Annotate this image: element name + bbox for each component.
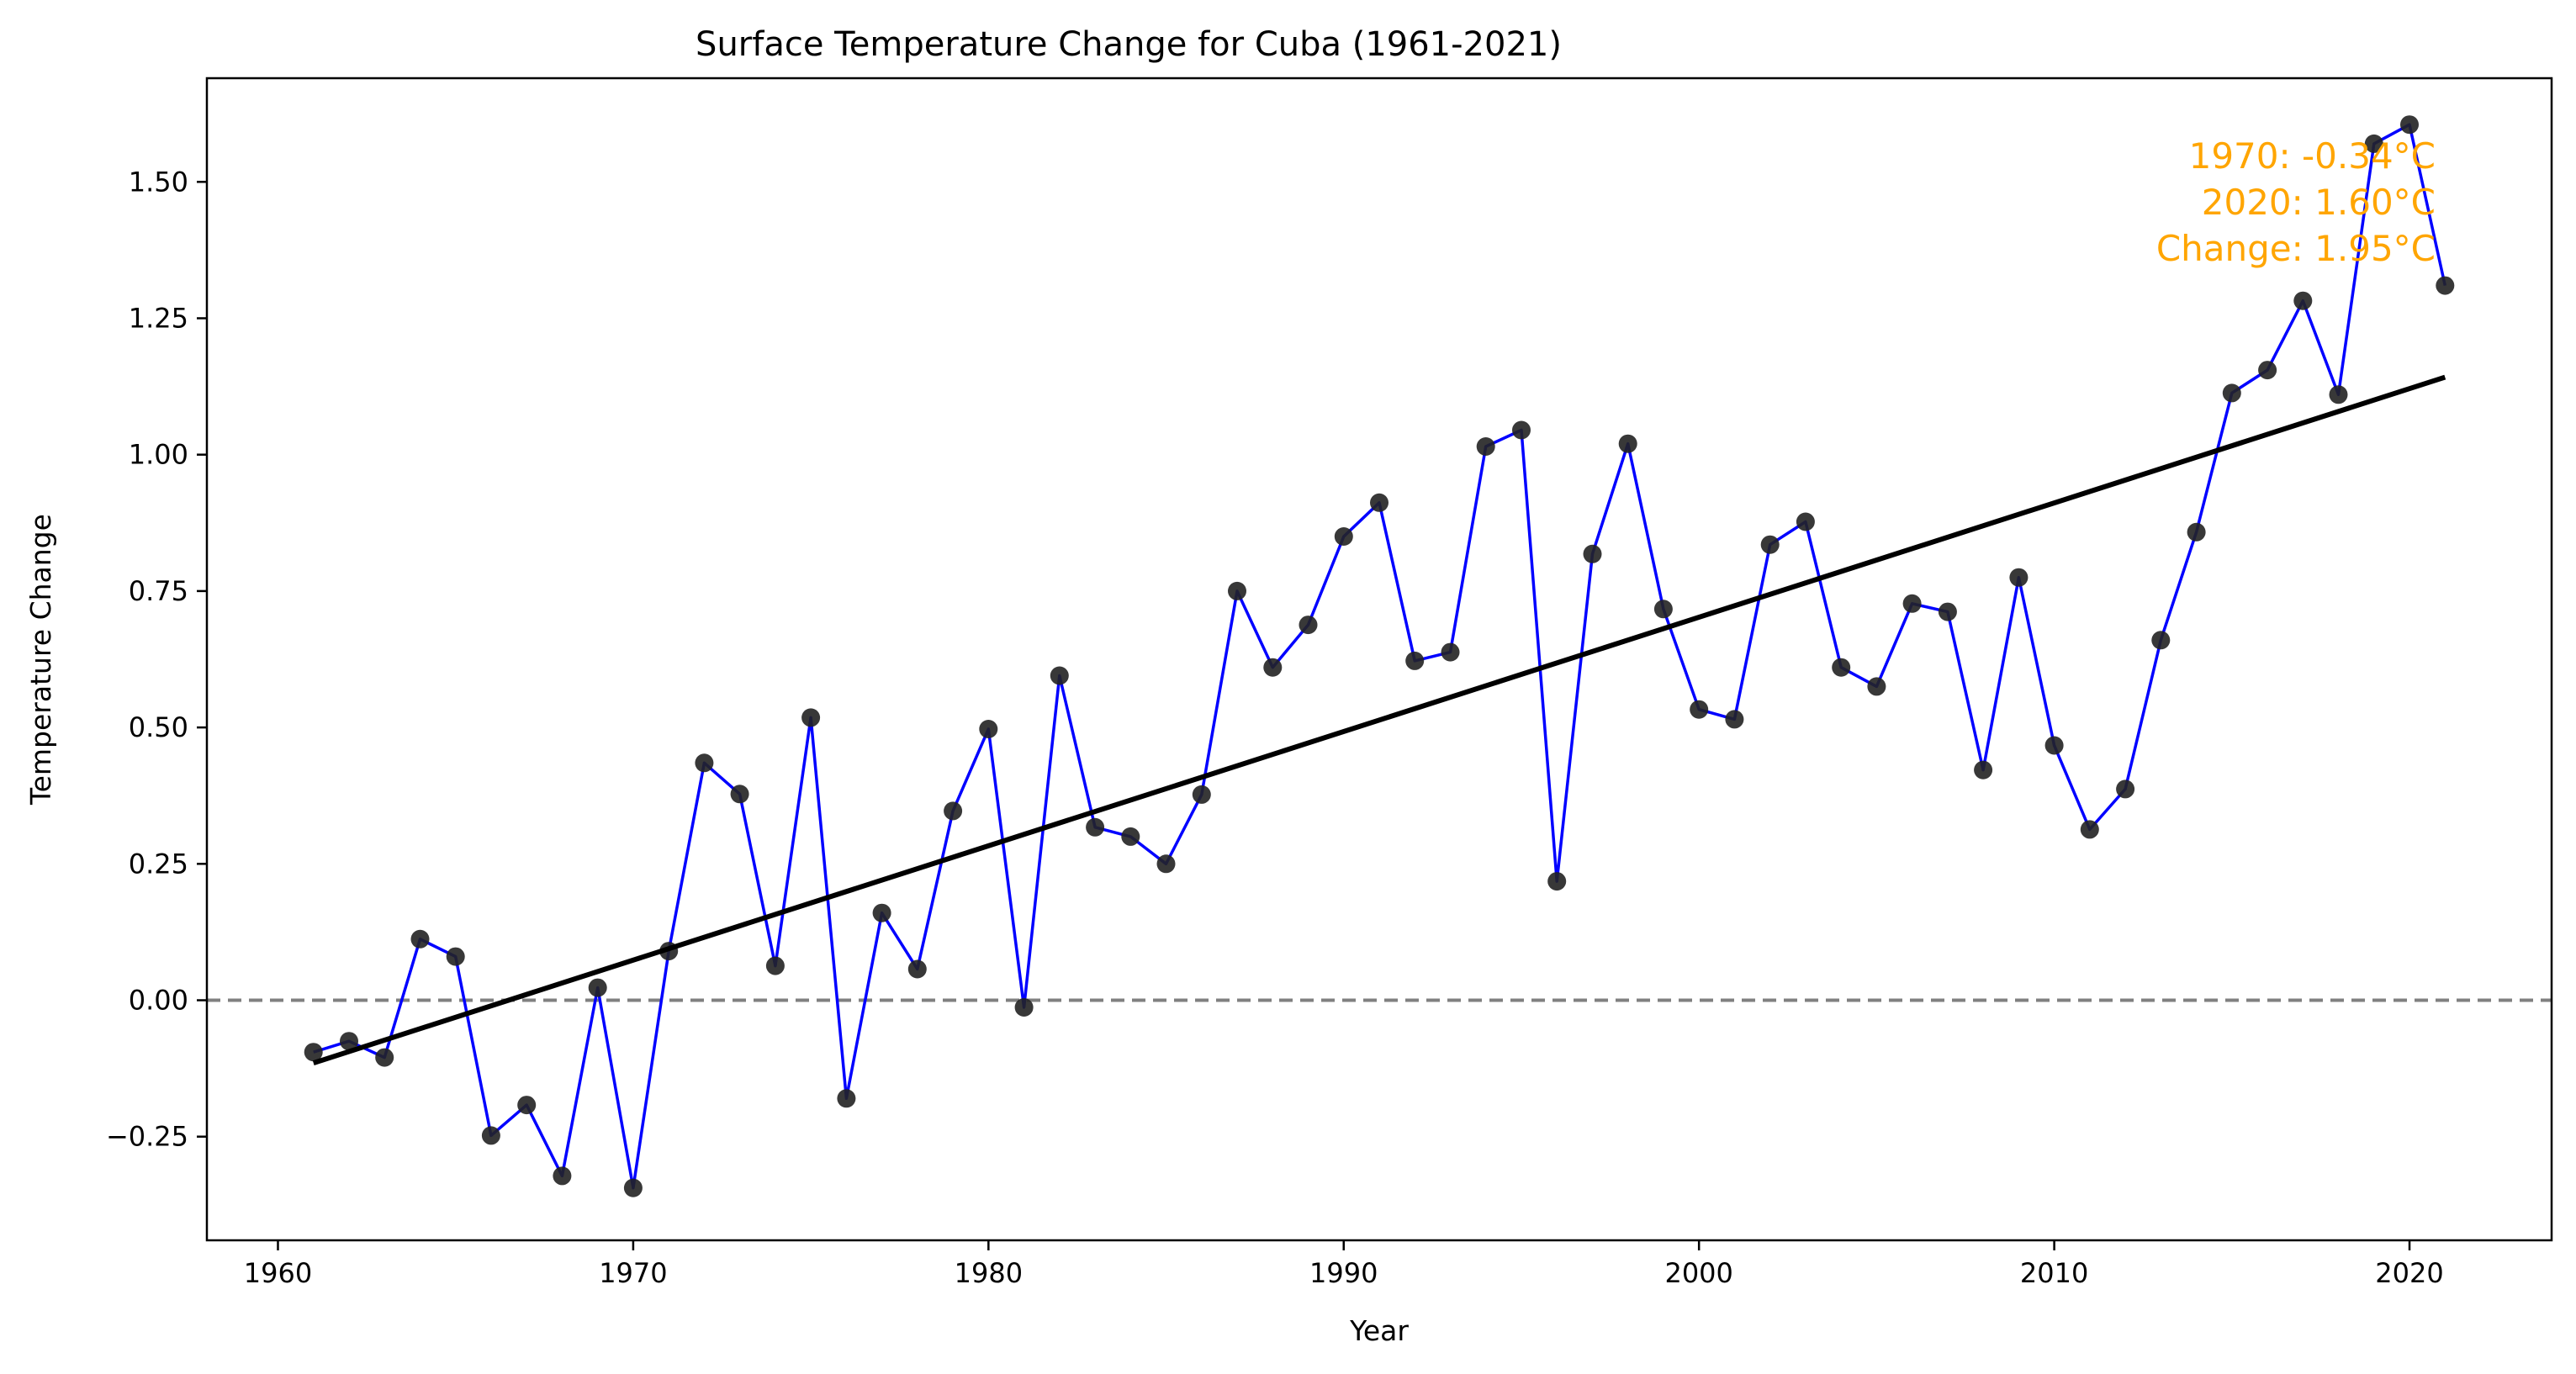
annotation-line-change: Change: 1.95°C — [2156, 228, 2436, 269]
plot-frame — [205, 77, 2553, 1242]
x-tick-label-1960: 1960 — [244, 1257, 312, 1289]
x-tick-label-2010: 2010 — [2020, 1257, 2088, 1289]
annotation-line-1970: 1970: -0.34°C — [2189, 135, 2436, 177]
data-point-2012 — [2116, 779, 2135, 799]
chart-title: Surface Temperature Change for Cuba (196… — [696, 25, 1562, 64]
data-point-2001 — [1725, 710, 1744, 729]
data-point-1979 — [944, 801, 963, 821]
data-point-2010 — [2044, 736, 2064, 755]
data-point-1962 — [340, 1032, 358, 1051]
data-point-2021 — [2436, 276, 2455, 295]
x-tick-label-1980: 1980 — [955, 1257, 1023, 1289]
data-point-1963 — [375, 1048, 394, 1067]
data-point-1977 — [872, 903, 891, 922]
data-point-1973 — [730, 785, 749, 804]
data-point-2004 — [1832, 658, 1851, 677]
data-point-2019 — [2364, 134, 2383, 153]
data-point-1987 — [1228, 581, 1246, 600]
data-point-2005 — [1867, 677, 1886, 696]
data-point-1961 — [304, 1043, 323, 1062]
y-tick-label-−0.25: −0.25 — [106, 1121, 188, 1153]
data-point-2002 — [1760, 535, 1780, 554]
x-tick-label-2000: 2000 — [1664, 1257, 1732, 1289]
data-point-1980 — [979, 720, 998, 738]
y-tick-label-0.75: 0.75 — [129, 575, 188, 607]
data-point-1966 — [481, 1126, 500, 1145]
data-point-1981 — [1014, 998, 1034, 1017]
data-point-2000 — [1690, 700, 1709, 719]
data-point-1993 — [1441, 642, 1460, 662]
data-point-1997 — [1583, 544, 1602, 563]
data-point-2016 — [2258, 361, 2277, 380]
x-axis-label: Year — [1349, 1314, 1409, 1347]
data-point-1999 — [1653, 600, 1673, 619]
data-point-1990 — [1334, 527, 1353, 546]
y-tick-label-1.50: 1.50 — [129, 166, 188, 198]
y-tick-label-1.00: 1.00 — [129, 439, 188, 471]
plot-area — [207, 115, 2552, 1197]
data-point-2020 — [2400, 115, 2419, 135]
data-point-1967 — [517, 1096, 537, 1115]
data-point-1984 — [1121, 827, 1140, 846]
trend-line — [312, 374, 2446, 1065]
x-tick-label-1970: 1970 — [599, 1257, 667, 1289]
data-point-2011 — [2080, 820, 2099, 839]
x-tick-label-1990: 1990 — [1309, 1257, 1378, 1289]
y-axis-label: Temperature Change — [24, 514, 57, 806]
data-point-1965 — [446, 947, 465, 966]
data-point-1994 — [1476, 437, 1495, 456]
data-point-1978 — [907, 959, 927, 979]
data-point-2008 — [1974, 760, 1993, 779]
data-point-1989 — [1299, 616, 1318, 635]
data-point-1968 — [553, 1166, 572, 1186]
data-point-2006 — [1902, 594, 1922, 613]
data-point-1985 — [1156, 854, 1176, 874]
data-point-2003 — [1796, 512, 1815, 531]
data-point-1972 — [695, 753, 714, 773]
stats-annotation: 1970: -0.34°C 2020: 1.60°C Change: 1.95°… — [2156, 135, 2436, 269]
y-tick-label-0.25: 0.25 — [129, 848, 188, 880]
annotation-line-2020: 2020: 1.60°C — [2202, 182, 2436, 223]
data-point-1983 — [1086, 817, 1105, 837]
data-point-1969 — [588, 978, 607, 997]
data-point-1988 — [1263, 658, 1283, 677]
y-tick-label-1.25: 1.25 — [129, 302, 188, 334]
data-point-1970 — [623, 1178, 643, 1197]
x-tick-label-2020: 2020 — [2375, 1257, 2443, 1289]
data-point-1974 — [765, 956, 785, 975]
data-point-1964 — [410, 929, 430, 949]
data-point-1995 — [1512, 420, 1531, 440]
y-tick-label-0.00: 0.00 — [129, 985, 188, 1017]
data-point-2009 — [2009, 568, 2029, 587]
data-point-2007 — [1938, 602, 1957, 621]
data-point-1976 — [837, 1089, 856, 1108]
data-point-1982 — [1050, 666, 1069, 685]
data-point-1991 — [1370, 493, 1389, 512]
data-point-2015 — [2222, 383, 2241, 403]
data-point-2014 — [2187, 522, 2206, 542]
data-point-2018 — [2329, 385, 2348, 404]
axes-ticks: 1960 1970 1980 1990 2000 2010 2020 −0.25 0.00 0.2… — [106, 166, 2444, 1289]
y-tick-label-0.50: 0.50 — [129, 711, 188, 743]
data-point-1986 — [1192, 785, 1211, 804]
data-point-1975 — [801, 708, 821, 727]
data-point-1992 — [1405, 651, 1425, 670]
data-point-1996 — [1547, 872, 1567, 891]
data-point-2017 — [2293, 291, 2313, 310]
data-point-2013 — [2151, 631, 2171, 650]
data-point-1998 — [1618, 434, 1637, 453]
